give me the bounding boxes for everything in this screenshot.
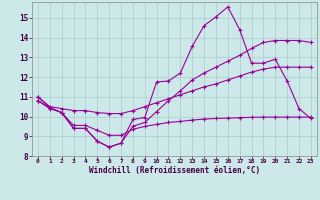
X-axis label: Windchill (Refroidissement éolien,°C): Windchill (Refroidissement éolien,°C) xyxy=(89,166,260,175)
